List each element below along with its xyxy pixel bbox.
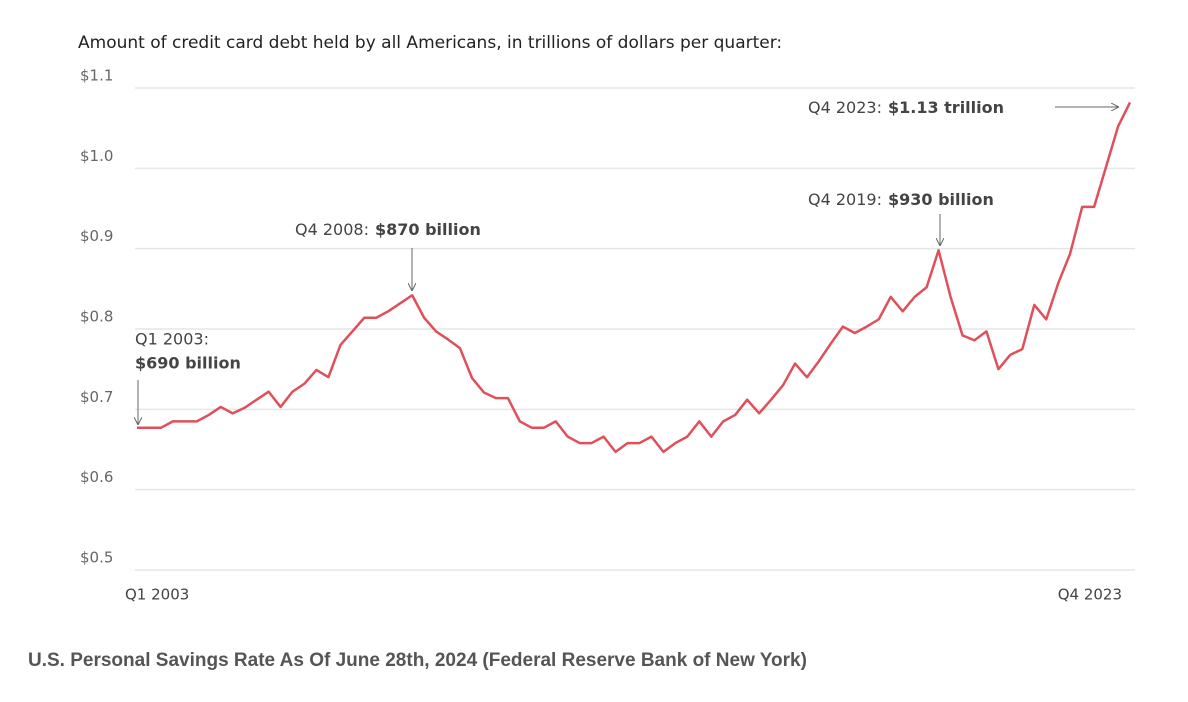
annotation-value: $930 billion bbox=[888, 190, 994, 209]
data-line bbox=[137, 101, 1132, 454]
annotation-value: $870 billion bbox=[375, 220, 481, 239]
annotation: Q4 2023: $1.13 trillion bbox=[808, 98, 1004, 117]
annotation-value: $690 billion bbox=[135, 354, 241, 373]
annotation-label: Q4 2023: bbox=[808, 98, 882, 117]
chart-title: Amount of credit card debt held by all A… bbox=[78, 33, 782, 53]
x-tick-label: Q1 2003 bbox=[125, 586, 189, 604]
y-tick-label: $1.0 bbox=[80, 147, 113, 165]
annotation-value: $1.13 trillion bbox=[888, 98, 1004, 117]
annotation: Q4 2008: $870 billion bbox=[295, 220, 481, 239]
y-tick-label: $0.6 bbox=[80, 468, 113, 486]
x-tick-label: Q4 2023 bbox=[1058, 586, 1122, 604]
y-tick-label: $1.1 bbox=[80, 67, 113, 85]
y-tick-label: $0.8 bbox=[80, 308, 113, 326]
annotation-label: Q4 2019: bbox=[808, 190, 882, 209]
y-tick-label: $0.9 bbox=[80, 227, 113, 245]
annotation-label: Q4 2008: bbox=[295, 220, 369, 239]
annotation: Q4 2019: $930 billion bbox=[808, 190, 994, 209]
caption: U.S. Personal Savings Rate As Of June 28… bbox=[28, 650, 807, 671]
y-tick-label: $0.7 bbox=[80, 388, 113, 406]
chart: Amount of credit card debt held by all A… bbox=[78, 33, 1135, 604]
annotation-label: Q1 2003: bbox=[135, 330, 209, 349]
y-tick-label: $0.5 bbox=[80, 549, 113, 567]
